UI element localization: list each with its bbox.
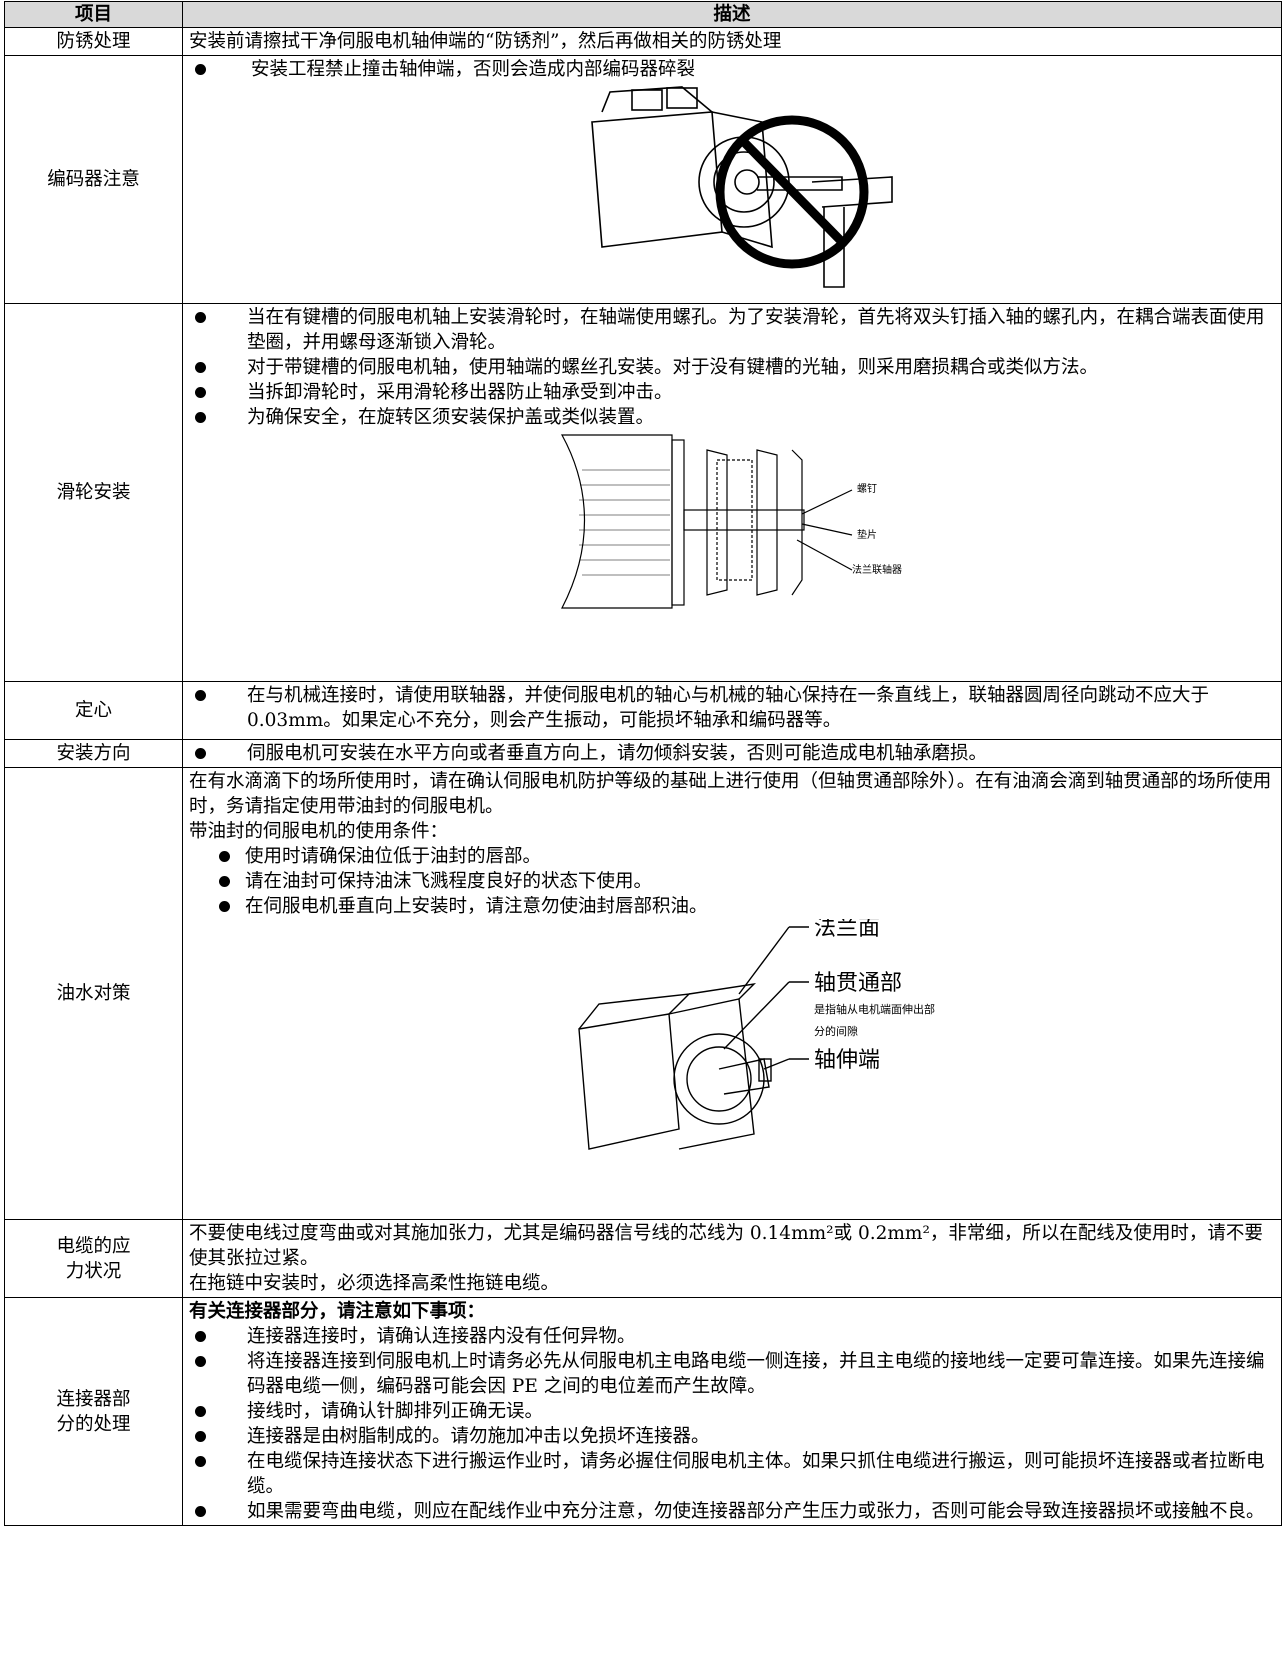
row: 防锈处理 安装前请擦拭干净伺服电机轴伸端的“防锈剂”，然后再做相关的防锈处理 [4,27,1282,56]
row: 滑轮安装 当在有键槽的伺服电机轴上安装滑轮时，在轴端使用螺孔。为了安装滑轮，首先… [4,303,1282,682]
item-cell: 滑轮安装 [4,303,183,682]
bullet: 连接器是由树脂制成的。请勿施加冲击以免损坏连接器。 [189,1424,1275,1449]
bullet: 如果需要弯曲电缆，则应在配线作业中充分注意，勿使连接器部分产生压力或张力，否则可… [189,1499,1275,1524]
item-cell: 编码器注意 [4,55,183,304]
row: 油水对策 在有水滴滴下的场所使用时，请在确认伺服电机防护等级的基础上进行使用（但… [4,767,1282,1220]
encoder-figure [591,86,893,288]
row: 编码器注意 安装工程禁止撞击轴伸端，否则会造成内部编码器碎裂 [4,55,1282,304]
figure-label: 法兰联轴器 [852,563,902,576]
item-text: 电缆的应力状况 [56,1235,131,1282]
figure-label: 轴贯通部 [814,971,902,996]
paragraph: 不要使电线过度弯曲或对其施加张力，尤其是编码器信号线的芯线为 0.14mm²或 … [189,1223,1263,1269]
bullet: 伺服电机可安装在水平方向或者垂直方向上，请勿倾斜安装，否则可能造成电机轴承磨损。 [189,741,1275,766]
figure-label: 是指轴从电机端面伸出部分的间隙 [814,1003,935,1038]
desc-cell: 当在有键槽的伺服电机轴上安装滑轮时，在轴端使用螺孔。为了安装滑轮，首先将双头钉插… [182,303,1282,682]
row: 连接器部分的处理 有关连接器部分，请注意如下事项： 连接器连接时，请确认连接器内… [4,1297,1282,1526]
paragraph: 在拖链中安装时，必须选择高柔性拖链电缆。 [189,1273,560,1294]
desc-cell: 有关连接器部分，请注意如下事项： 连接器连接时，请确认连接器内没有任何异物。 将… [182,1297,1282,1526]
paragraph: 带油封的伺服电机的使用条件： [189,821,449,842]
figure-label: 法兰面 [814,919,880,941]
bullet: 请在油封可保持油沫飞溅程度良好的状态下使用。 [189,869,1275,894]
bullet: 将连接器连接到伺服电机上时请务必先从伺服电机主电路电缆一侧连接，并且主电缆的接地… [189,1349,1275,1399]
bullet: 使用时请确保油位低于油封的唇部。 [189,844,1275,869]
desc-cell: 在有水滴滴下的场所使用时，请在确认伺服电机防护等级的基础上进行使用（但轴贯通部除… [182,767,1282,1220]
figure-label: 垫片 [857,528,877,541]
bullet: 在伺服电机垂直向上安装时，请注意勿使油封唇部积油。 [189,894,1275,919]
bullet: 在与机械连接时，请使用联轴器，并使伺服电机的轴心与机械的轴心保持在一条直线上，联… [189,683,1275,733]
bullet: 安装工程禁止撞击轴伸端，否则会造成内部编码器碎裂 [189,57,1275,82]
row: 安装方向 伺服电机可安装在水平方向或者垂直方向上，请勿倾斜安装，否则可能造成电机… [4,739,1282,768]
bullet: 为确保安全，在旋转区须安装保护盖或类似装置。 [189,405,1275,430]
bullet: 接线时，请确认针脚排列正确无误。 [189,1399,1275,1424]
item-cell: 电缆的应力状况 [4,1219,183,1298]
header-cell: 描述 [182,1,1282,28]
figure-label: 轴伸端 [814,1048,880,1073]
item-cell: 定心 [4,681,183,740]
desc-cell: 安装工程禁止撞击轴伸端，否则会造成内部编码器碎裂 [182,55,1282,304]
figure-label: 螺钉 [857,483,877,495]
bullet: 在电缆保持连接状态下进行搬运作业时，请务必握住伺服电机主体。如果只抓住电缆进行搬… [189,1449,1275,1499]
row: 定心 在与机械连接时，请使用联轴器，并使伺服电机的轴心与机械的轴心保持在一条直线… [4,681,1282,740]
item-text: 连接器部分的处理 [56,1388,131,1435]
pulley-figure: 螺钉 垫片 法兰联轴器 [560,434,902,609]
table: 项目 描述 防锈处理 安装前请擦拭干净伺服电机轴伸端的“防锈剂”，然后再做相关的… [4,1,1282,1526]
item-cell: 防锈处理 [4,27,183,56]
header-row: 项目 描述 [4,1,1282,28]
bullet: 当拆卸滑轮时，采用滑轮移出器防止轴承受到冲击。 [189,380,1275,405]
oil-figure: 法兰面 轴贯通部 是指轴从电机端面伸出部分的间隙 轴伸端 [578,919,935,1150]
paragraph: 安装前请擦拭干净伺服电机轴伸端的“防锈剂”，然后再做相关的防锈处理 [189,31,782,52]
bullet: 连接器连接时，请确认连接器内没有任何异物。 [189,1324,1275,1349]
header-cell: 项目 [4,1,183,28]
bullet: 当在有键槽的伺服电机轴上安装滑轮时，在轴端使用螺孔。为了安装滑轮，首先将双头钉插… [189,305,1275,355]
item-cell: 安装方向 [4,739,183,768]
lead: 有关连接器部分，请注意如下事项： [189,1301,486,1322]
item-cell: 油水对策 [4,767,183,1220]
bullet: 对于带键槽的伺服电机轴，使用轴端的螺丝孔安装。对于没有键槽的光轴，则采用磨损耦合… [189,355,1275,380]
desc-cell: 在与机械连接时，请使用联轴器，并使伺服电机的轴心与机械的轴心保持在一条直线上，联… [182,681,1282,740]
paragraph: 在有水滴滴下的场所使用时，请在确认伺服电机防护等级的基础上进行使用（但轴贯通部除… [189,771,1272,817]
row: 电缆的应力状况 不要使电线过度弯曲或对其施加张力，尤其是编码器信号线的芯线为 0… [4,1219,1282,1298]
desc-cell: 伺服电机可安装在水平方向或者垂直方向上，请勿倾斜安装，否则可能造成电机轴承磨损。 [182,739,1282,768]
desc-cell: 安装前请擦拭干净伺服电机轴伸端的“防锈剂”，然后再做相关的防锈处理 [182,27,1282,56]
desc-cell: 不要使电线过度弯曲或对其施加张力，尤其是编码器信号线的芯线为 0.14mm²或 … [182,1219,1282,1298]
item-cell: 连接器部分的处理 [4,1297,183,1526]
